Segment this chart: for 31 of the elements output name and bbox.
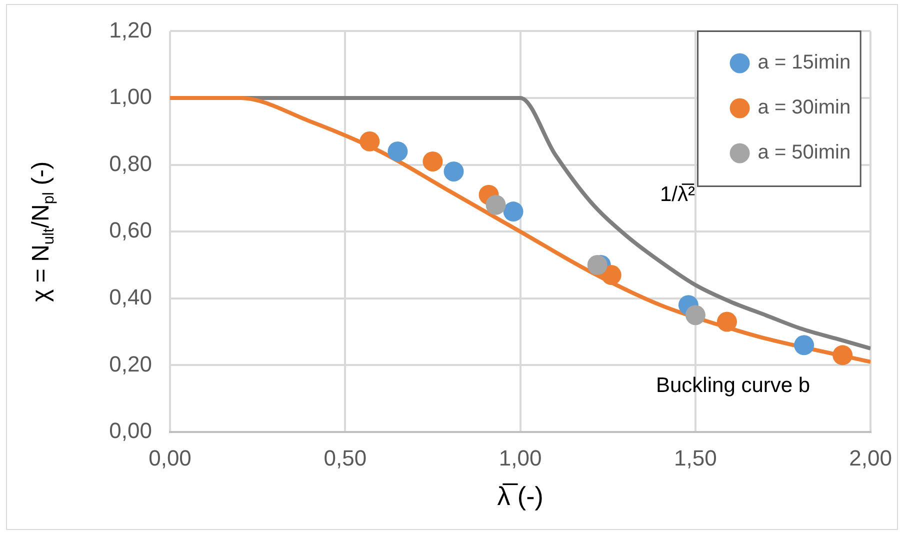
legend-label: a = 50imin: [758, 142, 851, 164]
x-axis-title: λ̅ (-): [497, 481, 544, 512]
point: [422, 151, 443, 172]
y-tick-label: 0,60: [109, 218, 152, 243]
point: [794, 335, 814, 356]
y-tick-label: 0,80: [109, 150, 152, 176]
point: [587, 255, 608, 275]
x-tick-label: 0,00: [148, 445, 192, 470]
point: [444, 161, 464, 182]
y-axis-title: χ = Nult/Npl (-): [28, 161, 58, 302]
point: [388, 141, 408, 162]
y-tick-label: 0,40: [109, 284, 152, 310]
point: [503, 202, 524, 222]
y-tick-label: 0,00: [109, 418, 152, 444]
point: [685, 305, 706, 326]
legend-label: a = 30imin: [758, 96, 851, 119]
point: [601, 265, 622, 286]
x-tick-label: 1,50: [674, 445, 717, 470]
y-tick-label: 1,00: [109, 84, 152, 110]
x-tick-label: 1,00: [498, 445, 542, 470]
x-tick-label: 0,50: [324, 445, 367, 470]
legend-label: a = 15imin: [758, 52, 851, 74]
annotation: Buckling curve b: [656, 374, 810, 397]
annotation: 1/λ̅²: [660, 182, 696, 206]
point: [360, 131, 380, 152]
point: [486, 194, 506, 215]
y-tick-label: 1,20: [109, 17, 152, 42]
point: [832, 345, 853, 366]
y-tick-label: 0,20: [109, 351, 152, 376]
x-tick-label: 2,00: [849, 445, 892, 470]
point: [716, 312, 737, 332]
